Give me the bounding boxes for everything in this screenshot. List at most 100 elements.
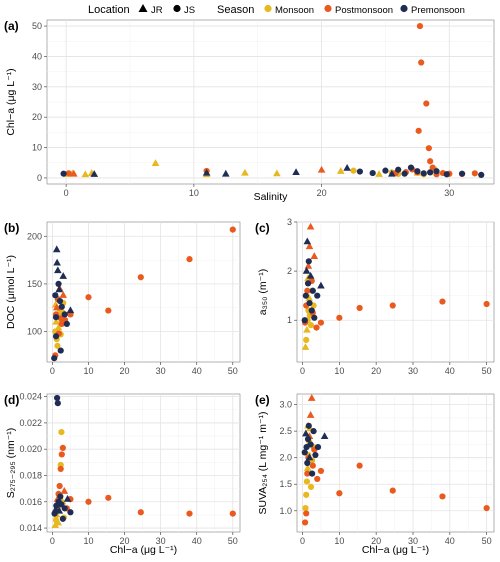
data-point-circle	[61, 311, 68, 318]
data-point-circle	[478, 171, 485, 178]
data-point-circle	[105, 307, 112, 314]
data-point-circle	[54, 400, 61, 407]
data-point-circle	[336, 490, 343, 497]
x-tick-label: 20	[371, 366, 381, 376]
data-point-circle	[303, 491, 310, 498]
data-point-circle	[308, 470, 316, 477]
data-point-circle	[395, 166, 402, 173]
x-tick-label: 50	[228, 366, 238, 376]
x-tick-label: 0	[50, 536, 55, 546]
legend-season-premonsoon: Premonsoon	[411, 5, 465, 16]
x-tick-label: 20	[317, 188, 327, 198]
y-tick-label: 0.024	[19, 392, 42, 402]
data-point-circle	[443, 171, 450, 178]
panel-label: (d)	[4, 393, 19, 407]
y-tick-label: 100	[27, 327, 42, 337]
data-point-circle	[57, 493, 64, 500]
x-tick-label: 10	[334, 536, 344, 546]
y-tick-label: 30	[32, 82, 42, 92]
data-point-triangle	[305, 293, 313, 301]
data-point-circle	[389, 487, 396, 494]
data-point-circle	[51, 355, 58, 362]
data-point-circle	[63, 320, 70, 328]
x-tick-label: 10	[334, 366, 344, 376]
x-tick-label: 0	[64, 188, 69, 198]
data-point-triangle	[375, 170, 383, 177]
data-point-circle	[425, 145, 432, 152]
data-point-circle	[304, 287, 311, 294]
data-point-circle	[85, 498, 92, 505]
x-tick-label: 40	[445, 366, 455, 376]
data-point-triangle	[59, 291, 68, 298]
legend-season-title: Season	[217, 4, 254, 16]
data-point-circle	[313, 324, 320, 331]
data-point-triangle	[317, 281, 325, 289]
x-tick-label: 10	[83, 536, 93, 546]
x-tick-label: 40	[445, 536, 455, 546]
data-point-circle	[304, 459, 311, 467]
data-point-circle	[229, 226, 236, 233]
data-point-circle	[85, 294, 92, 301]
data-point-circle	[427, 158, 434, 165]
data-point-triangle	[307, 394, 316, 401]
data-point-triangle	[52, 245, 61, 253]
panel-a: 0 10 20 30 0 10 20 30 40 50 (a) Salinity Chl−a (μg L…	[4, 19, 495, 203]
data-point-circle	[307, 322, 315, 329]
plot-area	[46, 221, 241, 363]
data-point-circle	[301, 449, 308, 456]
data-point-circle	[303, 478, 311, 485]
data-point-triangle	[90, 170, 99, 177]
data-point-circle	[356, 462, 363, 469]
x-tick-label: 30	[444, 188, 454, 198]
data-point-circle	[418, 59, 425, 66]
data-point-circle	[483, 300, 490, 308]
data-point-circle	[350, 167, 357, 174]
x-tick-label: 50	[482, 366, 492, 376]
data-point-circle	[439, 493, 446, 500]
legend-location-title: Location	[88, 4, 130, 16]
data-point-circle	[302, 292, 309, 299]
data-point-triangle	[241, 168, 249, 176]
data-point-triangle	[222, 169, 230, 177]
y-tick-label: 200	[27, 231, 42, 241]
plot-area	[46, 393, 241, 533]
y-axis-label: S₂₇₅₋₂₉₅ (nm⁻¹)	[5, 428, 17, 498]
data-point-circle	[229, 510, 236, 517]
data-point-triangle	[273, 169, 281, 177]
x-tick-label: 0	[300, 536, 305, 546]
data-point-circle	[439, 298, 446, 305]
legend-circle-icon	[173, 4, 181, 13]
data-point-triangle	[202, 168, 211, 176]
data-point-triangle	[66, 306, 75, 314]
data-point-triangle	[306, 222, 315, 230]
y-tick-label: 2.5	[279, 426, 292, 436]
data-point-circle	[309, 462, 316, 469]
data-point-circle	[54, 342, 61, 349]
data-point-triangle	[54, 266, 62, 274]
data-point-circle	[58, 451, 65, 458]
data-point-circle	[305, 422, 312, 429]
data-point-circle	[471, 170, 478, 177]
y-tick-label: 50	[32, 21, 42, 31]
data-point-circle	[308, 307, 315, 314]
y-axis-label: SUVA₂₅₄ (L mg⁻¹ m⁻¹)	[257, 411, 269, 514]
data-point-circle	[57, 465, 64, 473]
data-point-circle	[65, 170, 72, 177]
data-point-triangle	[81, 170, 90, 178]
data-point-circle	[414, 168, 421, 175]
y-axis-label: a₃₅₀ (m⁻¹)	[257, 269, 269, 315]
data-point-circle	[54, 394, 61, 402]
legend-location-jr: JR	[151, 5, 163, 16]
data-point-circle	[137, 509, 144, 516]
points	[51, 226, 236, 362]
x-tick-label: 0	[300, 366, 305, 376]
x-tick-label: 50	[482, 536, 492, 546]
data-point-circle	[458, 170, 466, 177]
y-tick-label: 1.0	[279, 506, 292, 516]
data-point-triangle	[54, 518, 62, 526]
y-tick-label: 3.0	[279, 400, 292, 410]
data-point-triangle	[306, 411, 315, 418]
data-point-triangle	[53, 258, 61, 266]
legend: Location JR JS Season Monsoon Postmonsoo…	[88, 4, 465, 16]
